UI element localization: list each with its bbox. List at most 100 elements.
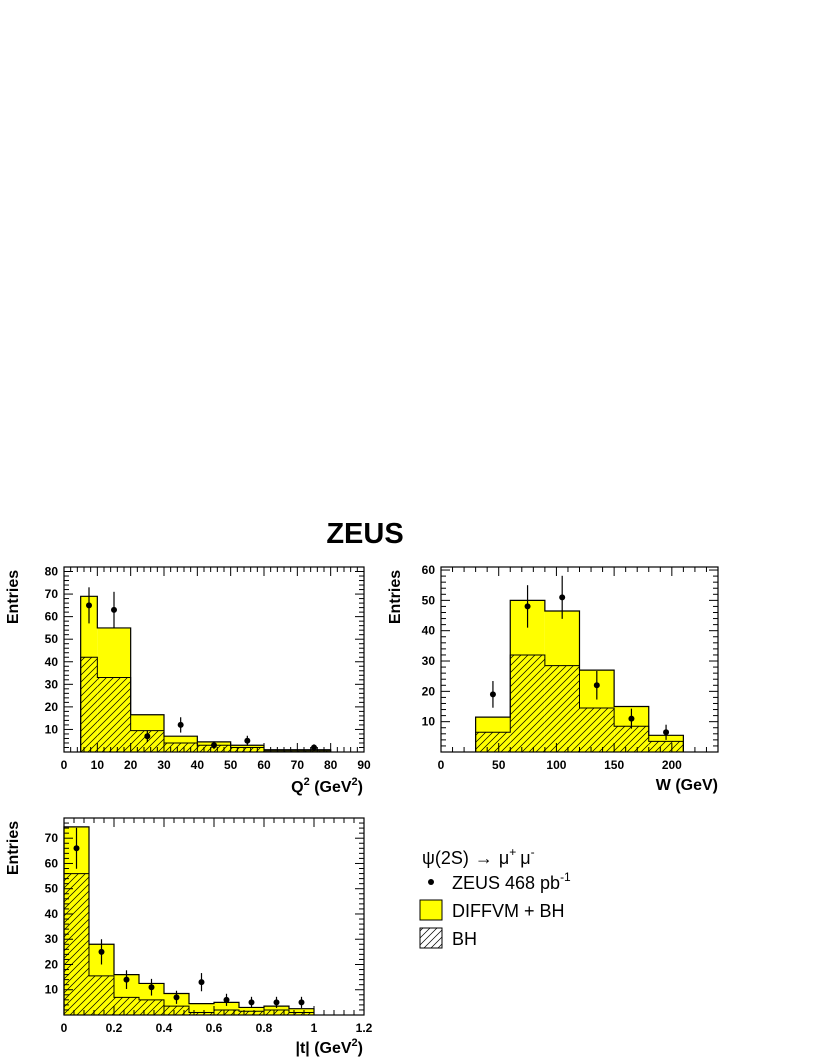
t-data-point [198, 979, 205, 986]
q2-x-tick-label: 80 [324, 758, 338, 772]
q2-y-tick-label: 70 [45, 587, 59, 601]
legend-data-label: ZEUS 468 pb-1 [452, 870, 571, 893]
w-bh-bar [475, 732, 511, 752]
w-data-point [628, 715, 635, 722]
q2-data-point [86, 602, 92, 609]
q2-data-point [211, 742, 217, 749]
q2-bh-bar [230, 747, 264, 752]
t-y-tick-label: 30 [45, 932, 59, 946]
t-xlabel: |t| (GeV2) [295, 1037, 363, 1057]
t-bh-bar [264, 1009, 289, 1015]
q2-panel: 0 10 20 30 40 50 60 70 80 90 10 20 30 40 50 60 70 80 [45, 565, 371, 772]
t-x-tick-label: 0.8 [256, 1021, 273, 1035]
t-bh-bar [89, 975, 114, 1015]
w-y-tick-label: 40 [422, 624, 436, 638]
q2-x-tick-label: 40 [191, 758, 205, 772]
t-data-point [298, 999, 305, 1006]
w-data-point [489, 691, 496, 698]
w-bh-outline [475, 654, 684, 752]
w-data-point [593, 682, 600, 689]
w-bh-bar [648, 741, 684, 752]
w-xlabel: W (GeV) [656, 777, 718, 794]
q2-bh-bar [80, 657, 98, 752]
w-data-point [663, 729, 670, 736]
t-ylabel: Entries [5, 821, 22, 875]
t-x-tick-label: 0 [61, 1021, 68, 1035]
q2-x-tick-label: 70 [291, 758, 305, 772]
w-x-tick-label: 0 [438, 758, 445, 772]
t-bh-bar [289, 1012, 314, 1015]
q2-frame [63, 566, 365, 753]
legend-total-swatch [419, 899, 443, 921]
q2-bh-bar [97, 677, 131, 752]
q2-x-tick-label: 20 [124, 758, 138, 772]
w-y-tick-label: 30 [422, 654, 436, 668]
q2-data-point [111, 606, 117, 613]
t-bh-bar [139, 999, 164, 1015]
t-data-point [123, 976, 130, 983]
t-data-point [273, 999, 280, 1006]
q2-y-tick-label: 40 [45, 655, 59, 669]
t-bh-bar [164, 1006, 189, 1015]
w-ylabel: Entries [387, 570, 404, 624]
q2-x-tick-label: 90 [357, 758, 371, 772]
legend-total-label: DIFFVM + BH [452, 901, 565, 921]
legend-bh-label: BH [452, 929, 477, 949]
t-data-point [223, 996, 230, 1003]
t-y-tick-label: 50 [45, 882, 59, 896]
w-x-tick-label: 100 [546, 758, 566, 772]
t-y-tick-label: 70 [45, 831, 59, 845]
q2-x-tick-label: 10 [91, 758, 105, 772]
w-y-tick-label: 20 [422, 684, 436, 698]
t-x-tick-label: 1 [311, 1021, 318, 1035]
q2-xlabel: Q2 (GeV2) [291, 776, 363, 796]
legend-header: ψ(2S) → μ+ μ- [422, 845, 535, 868]
w-y-tick-label: 10 [422, 715, 436, 729]
q2-x-tick-label: 30 [157, 758, 171, 772]
q2-x-tick-label: 50 [224, 758, 238, 772]
q2-y-tick-label: 80 [45, 565, 59, 579]
t-bh-bar [114, 997, 139, 1015]
t-x-tick-label: 0.2 [106, 1021, 123, 1035]
w-bh-bar [579, 708, 615, 752]
t-y-tick-label: 60 [45, 856, 59, 870]
t-data-point [148, 984, 155, 991]
t-data-point [73, 845, 80, 852]
q2-y-tick-label: 50 [45, 632, 59, 646]
t-bh-bar [214, 1009, 239, 1015]
q2-x-tick-label: 60 [257, 758, 271, 772]
q2-data-point [144, 733, 151, 740]
legend-bh-swatch [419, 927, 443, 949]
q2-y-tick-label: 20 [45, 700, 59, 714]
t-data-point [98, 948, 105, 955]
w-x-tick-label: 50 [492, 758, 506, 772]
w-y-tick-label: 60 [422, 563, 436, 577]
q2-bh-bar [164, 742, 198, 752]
legend-data-marker [428, 879, 434, 885]
q2-x-tick-label: 0 [61, 758, 68, 772]
w-x-tick-label: 200 [662, 758, 682, 772]
t-total-bar [189, 1003, 214, 1015]
t-data-point [248, 999, 255, 1006]
w-bh-bar [544, 665, 580, 752]
t-data-point [173, 994, 180, 1001]
t-x-tick-label: 1.2 [356, 1021, 373, 1035]
legend: ψ(2S) → μ+ μ- ZEUS 468 pb-1 DIFFVM + BH BH [419, 845, 571, 949]
t-bh-bar [189, 1012, 214, 1015]
q2-y-tick-label: 10 [45, 722, 59, 736]
w-panel: 0 50 100 150 200 10 20 30 40 50 60 [422, 563, 719, 772]
t-total-bar [289, 1008, 314, 1015]
q2-data-point [244, 737, 251, 744]
q2-y-tick-label: 30 [45, 677, 59, 691]
w-bh-bar [614, 726, 649, 752]
t-y-tick-label: 10 [45, 983, 59, 997]
w-bh-bar [510, 654, 545, 752]
t-x-tick-label: 0.4 [156, 1021, 173, 1035]
t-y-tick-label: 20 [45, 957, 59, 971]
t-bh-outline [63, 873, 315, 1015]
t-panel: 0 0.2 0.4 0.6 0.8 1 1.2 10 20 30 40 50 60 70 [45, 817, 373, 1035]
t-x-tick-label: 0.6 [206, 1021, 223, 1035]
q2-ylabel: Entries [5, 570, 22, 624]
figure-title: ZEUS [326, 518, 404, 550]
